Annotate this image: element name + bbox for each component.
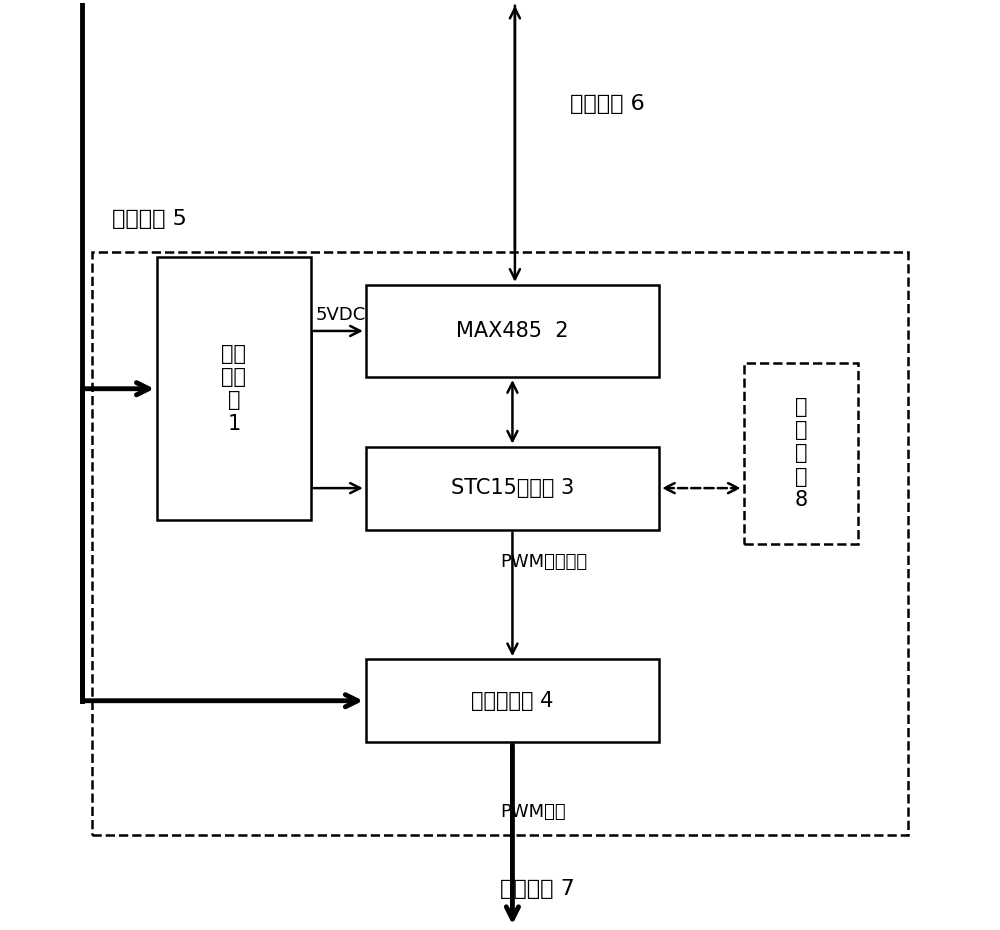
Text: MAX485  2: MAX485 2: [456, 321, 569, 341]
Bar: [366, 285, 659, 378]
Text: PWM脉冲指令: PWM脉冲指令: [500, 553, 587, 571]
Bar: [366, 446, 659, 530]
Text: 水阀接口 7: 水阀接口 7: [500, 880, 575, 899]
Text: 5VDC: 5VDC: [316, 307, 366, 325]
Text: 下
载
接
口
8: 下 载 接 口 8: [794, 397, 807, 510]
Text: STC15单片机 3: STC15单片机 3: [451, 478, 574, 498]
Text: 固态继电器 4: 固态继电器 4: [471, 691, 554, 711]
Text: 供电接口 5: 供电接口 5: [112, 209, 187, 230]
Text: PWM脉冲: PWM脉冲: [500, 803, 566, 821]
Bar: [366, 659, 659, 742]
Text: 通信接口 6: 通信接口 6: [570, 94, 644, 113]
Bar: [92, 252, 908, 835]
Bar: [157, 257, 311, 521]
Text: 电源
转换
器
1: 电源 转换 器 1: [221, 344, 246, 433]
Bar: [744, 364, 858, 543]
